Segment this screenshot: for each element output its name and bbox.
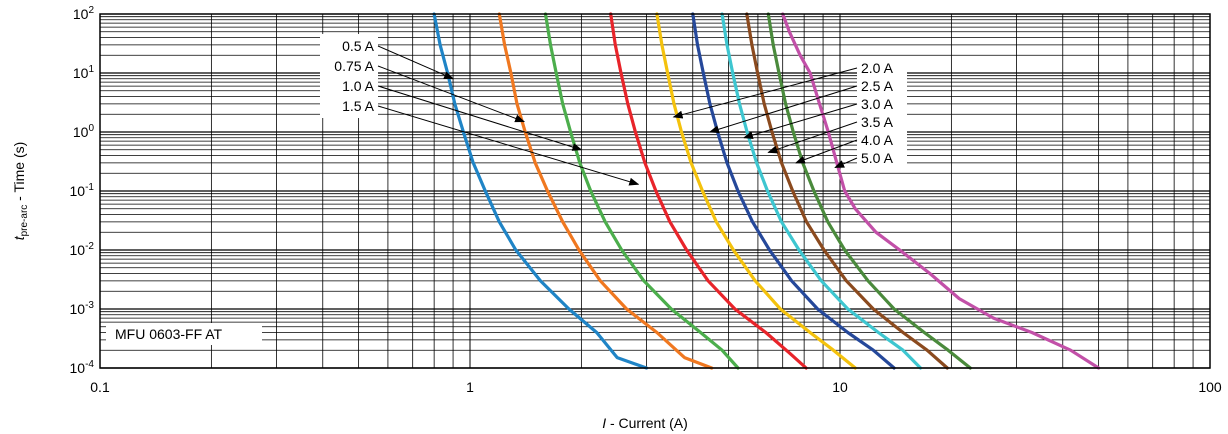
callout-arrow-1: [377, 65, 526, 123]
x-tick-labels: 0.1 1 10 100: [90, 379, 1222, 395]
x-tick-label-0: 0.1: [90, 379, 110, 395]
series-lines: [432, 12, 1101, 370]
callout-label-6: 3.0 A: [861, 96, 894, 112]
callout-arrow-7: [767, 121, 858, 154]
annotation-text: MFU 0603-FF AT: [115, 326, 223, 342]
y-tick-label-1: 101: [73, 64, 95, 81]
x-axis-label-symbol: I: [602, 415, 606, 431]
series-line-2: [543, 12, 740, 370]
series-line-7: [745, 12, 949, 370]
y-tick-label-3: 10-1: [70, 182, 95, 199]
series-line-9: [781, 12, 1101, 370]
x-tick-label-1: 1: [466, 379, 474, 395]
series-line-3: [609, 12, 808, 370]
plot-frame: [99, 13, 1211, 369]
callout-labels: 0.5 A 0.75 A 1.0 A 1.5 A 2.0 A 2.5 A 3.0 A 3.5 …: [320, 34, 907, 186]
left-callout-box: [320, 34, 378, 118]
y-axis-label-symbol: t: [11, 235, 27, 240]
callout-label-3: 1.5 A: [342, 98, 375, 114]
y-tick-label-0: 102: [73, 5, 95, 22]
series-line-5: [691, 12, 896, 370]
callout-label-0: 0.5 A: [342, 38, 375, 54]
callout-label-5: 2.5 A: [861, 78, 894, 94]
x-tick-label-2: 10: [832, 379, 848, 395]
y-axis-label-subscript: pre-arc: [19, 205, 30, 237]
callout-label-2: 1.0 A: [342, 78, 375, 94]
callout-arrow-4: [672, 67, 858, 119]
y-axis-label: tpre-arc - Time (s): [11, 142, 30, 241]
y-tick-label-2: 100: [73, 123, 95, 140]
callout-arrow-5: [708, 85, 858, 134]
y-tick-label-5: 10-3: [70, 300, 95, 317]
x-tick-label-3: 100: [1198, 379, 1222, 395]
y-tick-label-6: 10-4: [70, 359, 95, 376]
series-line-4: [655, 12, 857, 370]
callout-arrow-0: [377, 45, 454, 80]
x-axis-label-text: - Current (A): [606, 415, 688, 431]
product-annotation: MFU 0603-FF AT: [106, 323, 262, 345]
callout-label-8: 4.0 A: [861, 132, 894, 148]
callout-label-9: 5.0 A: [861, 150, 894, 166]
callout-arrow-9: [834, 157, 858, 168]
y-tick-labels: 102 101 100 10-1 10-2 10-3 10-4: [70, 5, 95, 376]
callout-arrow-6: [742, 103, 858, 139]
callout-label-7: 3.5 A: [861, 114, 894, 130]
right-callout-box: [857, 56, 907, 168]
callout-arrow-8: [794, 139, 858, 164]
series-line-6: [720, 12, 923, 370]
callout-arrow-3: [377, 105, 640, 186]
y-tick-label-4: 10-2: [70, 241, 95, 258]
x-axis-label: I - Current (A): [602, 415, 688, 431]
callout-arrow-2: [377, 85, 583, 151]
series-line-8: [766, 12, 972, 370]
y-axis-label-text: - Time (s): [11, 142, 27, 205]
callout-label-1: 0.75 A: [334, 58, 374, 74]
callout-label-4: 2.0 A: [861, 60, 894, 76]
series-line-1: [497, 12, 714, 370]
